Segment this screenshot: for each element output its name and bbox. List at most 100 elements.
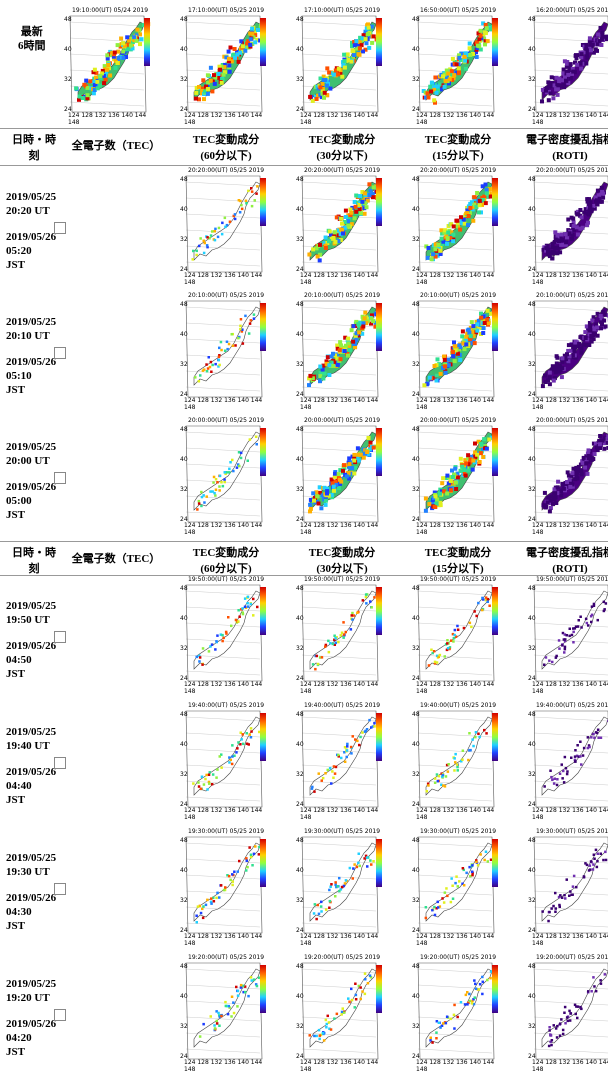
map-tec15-2-2[interactable]: 20:00:00(UT) 05/25 2019 48 40 32 24 124 128 1… xyxy=(412,417,504,536)
data-point xyxy=(477,203,482,208)
map-roti-4-3[interactable]: 19:40:00(UT) 05/25 2019 48 40 32 24 124 128 1… xyxy=(528,702,608,821)
data-point xyxy=(452,344,457,349)
map-tec15-1-2[interactable]: 20:10:00(UT) 05/25 2019 48 40 32 24 124 128 1… xyxy=(412,292,504,411)
map-tec30-6-1[interactable]: 19:20:00(UT) 05/25 2019 48 40 32 24 124 128 1… xyxy=(296,954,388,1073)
map-tec30-4-1[interactable]: 19:40:00(UT) 05/25 2019 48 40 32 24 124 128 1… xyxy=(296,702,388,821)
data-point xyxy=(577,342,582,346)
map-roti-latest-4[interactable]: 16:20:00(UT) 05/25 2019 48 40 32 24 124 128 1… xyxy=(528,7,608,126)
row-checkbox[interactable] xyxy=(54,472,66,484)
data-point xyxy=(592,327,597,332)
map-roti-2-3[interactable]: 20:00:00(UT) 05/25 2019 48 40 32 24 124 128 1… xyxy=(528,417,608,536)
map-tec15-3-2[interactable]: 19:50:00(UT) 05/25 2019 48 40 32 24 124 128 1… xyxy=(412,576,504,695)
data-point xyxy=(119,36,124,41)
lat-label: 40 xyxy=(180,993,188,1000)
data-point xyxy=(557,76,562,81)
data-point xyxy=(91,91,96,96)
data-point xyxy=(218,485,221,488)
map-tec15-4-2[interactable]: 19:40:00(UT) 05/25 2019 48 40 32 24 124 128 1… xyxy=(412,702,504,821)
map-tec15-6-2[interactable]: 19:20:00(UT) 05/25 2019 48 40 32 24 124 128 1… xyxy=(412,954,504,1073)
data-point xyxy=(466,468,471,473)
data-point xyxy=(471,218,476,223)
data-point xyxy=(566,81,571,86)
row-checkbox[interactable] xyxy=(54,222,66,234)
column-header: TEC変動成分 xyxy=(424,134,492,146)
data-point xyxy=(561,1032,565,1036)
data-point xyxy=(482,598,485,601)
map-roti-3-3[interactable]: 19:50:00(UT) 05/25 2019 48 40 32 24 124 128 1… xyxy=(528,576,608,695)
data-point xyxy=(221,72,226,77)
row-checkbox[interactable] xyxy=(54,1009,66,1021)
data-point xyxy=(591,868,595,871)
data-point xyxy=(92,83,97,88)
data-point xyxy=(440,83,445,88)
data-point xyxy=(433,494,438,499)
data-point xyxy=(227,342,231,346)
data-point xyxy=(572,641,575,644)
data-point xyxy=(477,37,482,42)
lat-label: 40 xyxy=(180,206,188,213)
map-tec60-1-0[interactable]: 20:10:00(UT) 05/25 2019 48 40 32 24 124 128 1… xyxy=(180,292,272,411)
map-tec-latest-0[interactable]: 19:10:00(UT) 05/24 2019 48 40 32 24 124 128 1… xyxy=(64,7,156,126)
data-point xyxy=(579,350,584,355)
map-roti-5-3[interactable]: 19:30:00(UT) 05/25 2019 48 40 32 24 124 128 1… xyxy=(528,828,608,947)
data-point xyxy=(364,978,367,981)
lat-label: 32 xyxy=(296,486,304,493)
data-point xyxy=(561,1028,565,1032)
map-tec60-0-0[interactable]: 20:20:00(UT) 05/25 2019 48 40 32 24 124 128 1… xyxy=(180,167,272,286)
map-tec15-5-2[interactable]: 19:30:00(UT) 05/25 2019 48 40 32 24 124 128 1… xyxy=(412,828,504,947)
data-point xyxy=(575,885,578,889)
row-checkbox[interactable] xyxy=(54,631,66,643)
map-tec30-2-1[interactable]: 20:00:00(UT) 05/25 2019 48 40 32 24 124 128 1… xyxy=(296,417,388,536)
map-tec30-0-1[interactable]: 20:20:00(UT) 05/25 2019 48 40 32 24 124 128 1… xyxy=(296,167,388,286)
data-point xyxy=(462,626,466,630)
data-point xyxy=(365,450,370,454)
map-roti-6-3[interactable]: 19:20:00(UT) 05/25 2019 48 40 32 24 124 128 1… xyxy=(528,954,608,1073)
map-tec15-0-2[interactable]: 20:20:00(UT) 05/25 2019 48 40 32 24 124 128 1… xyxy=(412,167,504,286)
map-tec60-3-0[interactable]: 19:50:00(UT) 05/25 2019 48 40 32 24 124 128 1… xyxy=(180,576,272,695)
data-point xyxy=(338,481,342,486)
map-gridline xyxy=(533,261,608,267)
map-gridline xyxy=(185,606,261,612)
ut-time-text: 19:40 UT xyxy=(6,740,50,752)
data-point xyxy=(359,43,364,48)
data-point xyxy=(559,493,564,498)
row-checkbox[interactable] xyxy=(54,757,66,769)
row-checkbox[interactable] xyxy=(54,883,66,895)
map-tec30-5-1[interactable]: 19:30:00(UT) 05/25 2019 48 40 32 24 124 128 1… xyxy=(296,828,388,947)
map-roti-1-3[interactable]: 20:10:00(UT) 05/25 2019 48 40 32 24 124 128 1… xyxy=(528,292,608,411)
data-point xyxy=(578,226,583,231)
map-tec60-4-0[interactable]: 19:40:00(UT) 05/25 2019 48 40 32 24 124 128 1… xyxy=(180,702,272,821)
row-checkbox[interactable] xyxy=(54,347,66,359)
map-graphic xyxy=(69,15,151,113)
data-point xyxy=(472,202,477,207)
map-tec30-latest-2[interactable]: 17:10:00(UT) 05/25 2019 48 40 32 24 124 128 1… xyxy=(296,7,388,126)
data-point xyxy=(588,205,593,209)
data-point xyxy=(575,476,580,481)
map-tec30-1-1[interactable]: 20:10:00(UT) 05/25 2019 48 40 32 24 124 128 1… xyxy=(296,292,388,411)
data-point xyxy=(466,456,471,461)
data-point xyxy=(588,324,593,329)
data-point xyxy=(239,983,243,987)
map-tec60-latest-1[interactable]: 17:10:00(UT) 05/25 2019 48 40 32 24 124 128 1… xyxy=(180,7,272,126)
data-point xyxy=(560,356,565,361)
data-point xyxy=(593,985,596,988)
data-point xyxy=(347,465,352,470)
data-point xyxy=(550,1039,554,1042)
lat-label: 40 xyxy=(296,993,304,1000)
data-point xyxy=(579,52,584,57)
map-tec60-5-0[interactable]: 19:30:00(UT) 05/25 2019 48 40 32 24 124 128 1… xyxy=(180,828,272,947)
map-tec60-2-0[interactable]: 20:00:00(UT) 05/25 2019 48 40 32 24 124 128 1… xyxy=(180,417,272,536)
data-point xyxy=(450,475,455,479)
ut-time-text: 2019/05/25 xyxy=(6,441,57,453)
map-timestamp: 19:50:00(UT) 05/25 2019 xyxy=(304,576,381,583)
map-tec60-6-0[interactable]: 19:20:00(UT) 05/25 2019 48 40 32 24 124 128 1… xyxy=(180,954,272,1073)
map-tec15-latest-3[interactable]: 16:50:00(UT) 05/25 2019 48 40 32 24 124 128 1… xyxy=(412,7,504,126)
map-gridline xyxy=(301,511,377,517)
map-tec30-3-1[interactable]: 19:50:00(UT) 05/25 2019 48 40 32 24 124 128 1… xyxy=(296,576,388,695)
lat-label: 32 xyxy=(528,76,536,83)
data-point xyxy=(476,210,481,215)
map-roti-0-3[interactable]: 20:20:00(UT) 05/25 2019 48 40 32 24 124 128 1… xyxy=(528,167,608,286)
data-point xyxy=(233,217,237,221)
data-point xyxy=(475,614,478,618)
data-point xyxy=(358,743,361,747)
